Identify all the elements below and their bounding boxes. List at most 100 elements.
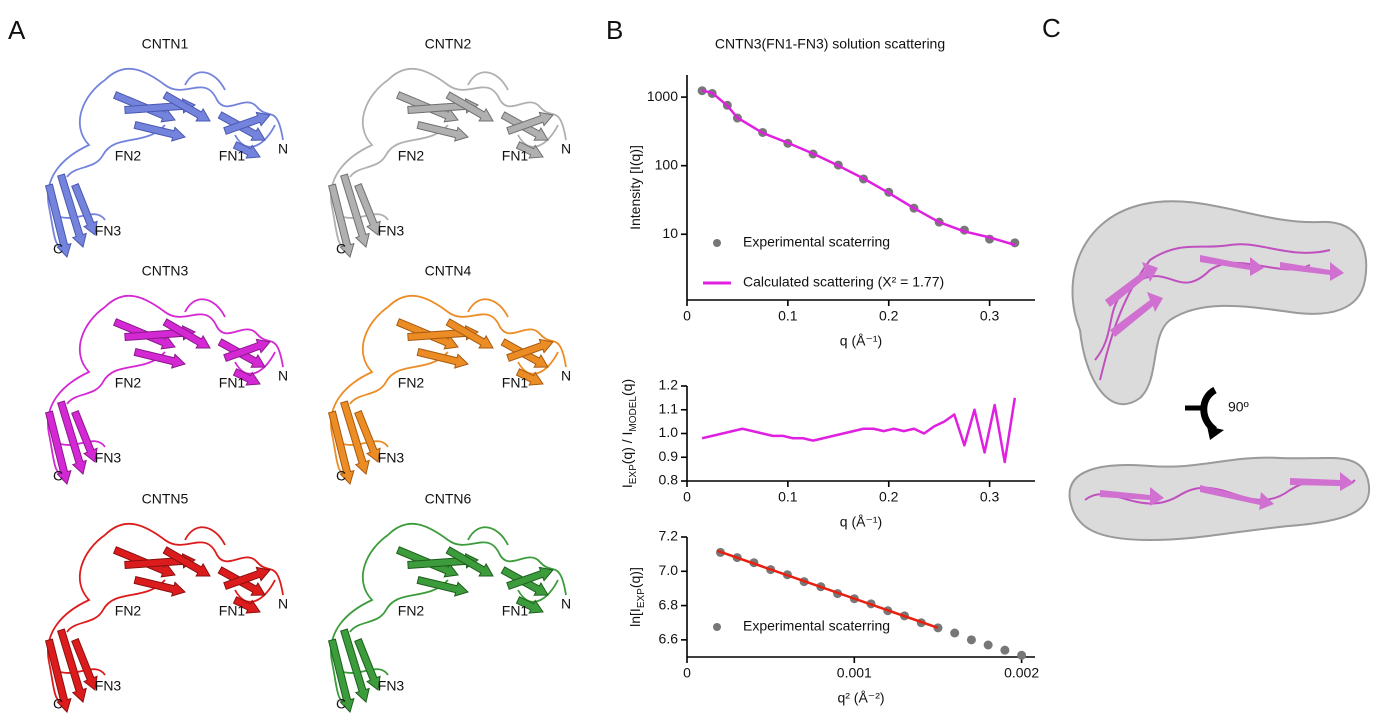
beta-strand [445,318,494,349]
beta-strand [416,120,469,142]
domain-label: FN3 [95,223,122,239]
y-axis-label-part: (q) [619,379,635,396]
y-axis-label-part: I [619,484,635,488]
domain-label: FN2 [115,148,142,164]
beta-strand [340,173,370,248]
loop [330,295,567,478]
y-tick-label: 6.6 [659,631,679,647]
domain-label: FN1 [219,148,246,164]
domain-label: N [278,141,288,157]
domain-label: FN3 [95,450,122,466]
domain-label: FN3 [95,678,122,694]
surface-view-top [1071,200,1368,406]
beta-strand [71,183,98,236]
beta-strand [223,566,271,590]
structure-name: CNTN2 [425,36,472,52]
x-axis-label: q (Å⁻¹) [840,333,882,349]
beta-strand [71,410,98,463]
data-point [966,635,976,645]
beta-strand [327,410,355,485]
legend-label: Calculated scattering (X² = 1.77) [743,274,944,290]
beta-strand [223,338,271,362]
protein-structure [44,68,284,258]
structure-name: CNTN1 [142,36,189,52]
x-tick-label: 0.1 [778,308,798,324]
beta-strand [162,91,211,122]
beta-strand [506,566,554,590]
loop [47,68,284,251]
beta-strand [445,91,494,122]
structure-name: CNTN5 [142,491,189,507]
y-axis-label-part: (q) / I [619,432,635,465]
beta-strand [232,141,261,159]
y-tick-label: 7.2 [659,528,679,544]
beta-strand [354,410,381,463]
beta-strand [445,546,494,577]
beta-strand [232,368,261,386]
x-tick-label: 0 [683,665,691,681]
rotation-label: 90º [1228,399,1249,415]
beta-strand [57,628,87,703]
beta-strand [340,628,370,703]
domain-label: N [278,596,288,612]
beta-strand [44,638,72,713]
y-axis-label-part: EXP [628,464,639,484]
y-axis-label-part: MODEL [628,396,639,432]
beta-strand [162,546,211,577]
y-tick-label: 1.1 [659,400,679,416]
beta-strand [44,410,72,485]
x-tick-label: 0.1 [778,489,798,505]
x-tick-label: 0.3 [980,489,1000,505]
domain-label: C [53,241,63,257]
legend-key [713,239,721,247]
chart-title: CNTN3(FN1-FN3) solution scattering [715,36,945,52]
beta-strand [506,338,554,362]
domain-label: N [561,596,571,612]
domain-label: C [336,468,346,484]
domain-label: FN3 [378,223,405,239]
domain-label: C [336,696,346,712]
rotation-arrow [1185,386,1224,440]
y-axis-label-part: (q)] [627,567,643,588]
x-tick-label: 0.002 [1004,665,1039,681]
beta-strand [44,183,72,258]
domain-label: FN2 [398,375,425,391]
beta-strand [162,318,211,349]
y-axis-label: Intensity [I(q)] [627,145,643,230]
y-tick-label: 0.9 [659,448,679,464]
data-point [1017,650,1027,660]
loop [330,523,567,706]
x-axis-label: q² (Å⁻²) [837,690,884,706]
beta-strand [354,183,381,236]
beta-strand [57,173,87,248]
data-line [701,89,1016,247]
beta-strand [515,141,544,159]
y-axis-label-part: Intensity [I(q)] [627,145,643,230]
data-point [1000,645,1010,655]
domain-label: FN1 [219,375,246,391]
x-tick-label: 0 [683,308,691,324]
domain-label: FN2 [115,375,142,391]
x-tick-label: 0.001 [837,665,872,681]
y-axis-label-part: ln[I [627,608,643,627]
domain-label: C [53,468,63,484]
beta-strand [515,368,544,386]
domain-label: FN1 [502,148,529,164]
domain-label: FN3 [378,678,405,694]
protein-structure [327,523,567,713]
domain-label: FN3 [378,450,405,466]
beta-strand [354,638,381,691]
beta-strand [133,575,186,597]
panel-label: C [1042,13,1061,43]
y-tick-label: 10 [662,225,678,241]
loop [47,295,284,478]
beta-strand [416,575,469,597]
beta-strand [327,638,355,713]
domain-label: FN1 [502,375,529,391]
domain-label: N [561,368,571,384]
loop [330,68,567,251]
panel-label: A [8,15,26,45]
x-tick-label: 0.2 [879,308,899,324]
legend-key [713,623,721,631]
